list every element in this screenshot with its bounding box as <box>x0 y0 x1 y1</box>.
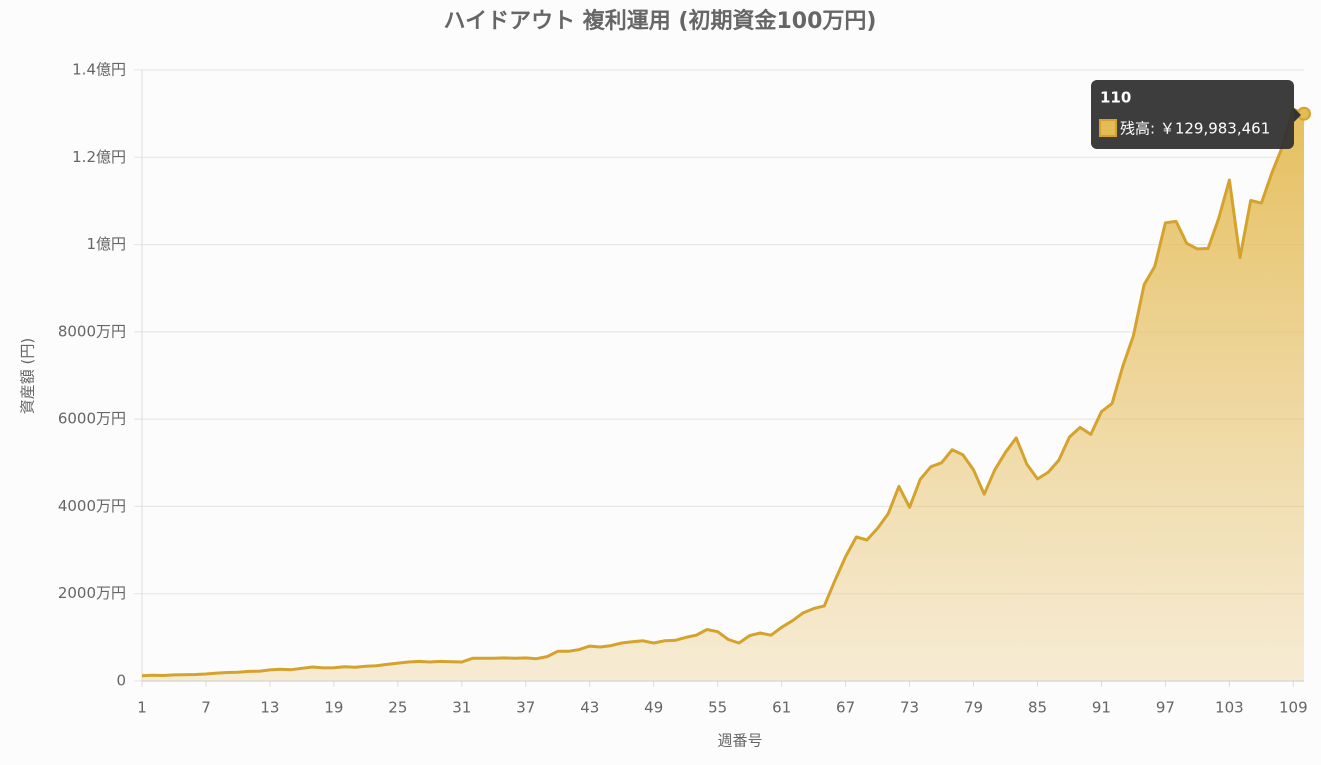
y-tick-label: 4000万円 <box>58 497 126 515</box>
tooltip-arrow <box>1294 108 1301 122</box>
x-tick-label: 19 <box>324 699 343 717</box>
x-tick-label: 61 <box>772 699 791 717</box>
x-tick-label: 103 <box>1215 699 1244 717</box>
chart-title: ハイドアウト 複利運用 (初期資金100万円) <box>444 8 877 34</box>
x-tick-label: 67 <box>836 699 855 717</box>
y-tick-label: 0 <box>116 672 126 690</box>
x-tick-label: 79 <box>964 699 983 717</box>
x-axis-title: 週番号 <box>717 732 762 750</box>
x-tick-label: 55 <box>708 699 727 717</box>
y-axis-title: 資産額 (円) <box>19 338 37 414</box>
x-tick-label: 37 <box>516 699 535 717</box>
hover-point <box>1297 106 1311 121</box>
y-tick-label: 6000万円 <box>58 410 126 428</box>
x-tick-label: 25 <box>388 699 407 717</box>
y-tick-label: 8000万円 <box>58 322 126 340</box>
x-tick-label: 91 <box>1092 699 1111 717</box>
tooltip-swatch <box>1099 119 1117 137</box>
x-tick-label: 13 <box>260 699 279 717</box>
x-tick-label: 97 <box>1156 699 1175 717</box>
x-tick-label: 1 <box>137 699 147 717</box>
y-tick-label: 1.2億円 <box>72 148 126 166</box>
line <box>141 107 1305 678</box>
x-tick-label: 85 <box>1028 699 1047 717</box>
tooltip-label: 残高: ￥129,983,461 <box>1120 120 1270 138</box>
y-tick-label: 1億円 <box>86 235 126 253</box>
tooltip-box <box>1091 80 1294 149</box>
x-tick-label: 43 <box>580 699 599 717</box>
y-tick-label: 1.4億円 <box>72 61 126 79</box>
tooltip: 110 残高: ￥129,983,461 <box>1091 80 1301 149</box>
x-tick-label: 109 <box>1279 699 1308 717</box>
x-tick-label: 73 <box>900 699 919 717</box>
x-tick-label: 31 <box>452 699 471 717</box>
x-tick-label: 7 <box>201 699 211 717</box>
area <box>142 109 1304 682</box>
tooltip-title: 110 <box>1100 89 1131 107</box>
y-tick-label: 2000万円 <box>58 584 126 602</box>
x-tick-label: 49 <box>644 699 663 717</box>
